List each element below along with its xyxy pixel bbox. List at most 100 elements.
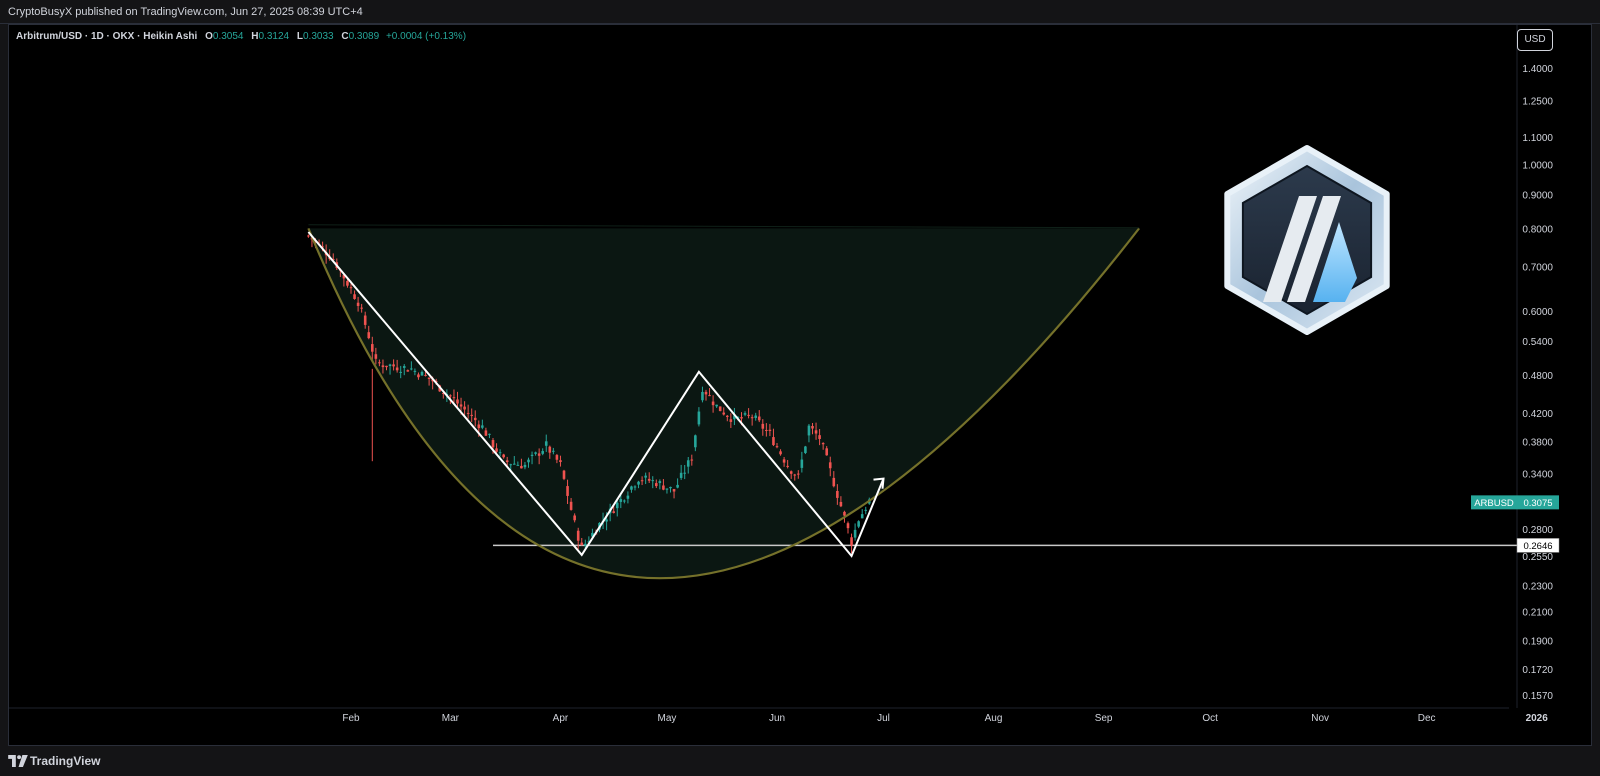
low-label: L [296,31,303,42]
price-tick-label: 0.3400 [1522,470,1553,481]
candle-body [782,459,786,463]
price-tick-label: 1.2500 [1522,96,1553,107]
high-label: H [251,31,259,42]
footer-bar: TradingView [0,746,1600,776]
candle-body [410,368,413,370]
price-tick-label: 0.5400 [1522,337,1553,348]
last-price-tag [1517,495,1559,510]
candle-body [807,425,811,436]
candle-body [509,464,513,466]
price-tick-label: 1.1000 [1522,133,1553,144]
candle-body [559,460,562,463]
candle-body [651,480,655,482]
candle-body [495,448,498,452]
time-tick-label: Sep [1095,713,1113,724]
candle-body [424,374,427,376]
candle-body [537,453,541,456]
candle-body [708,395,711,397]
candle-body [569,501,573,510]
candle-body [743,413,747,415]
candle-body [591,532,594,537]
candle-body [360,307,363,309]
candle-body [814,430,818,434]
candle-body [388,364,392,366]
price-tick-label: 0.9000 [1522,191,1553,202]
candle-body [342,274,346,279]
price-tick-label: 0.3800 [1522,438,1553,449]
candle-body [704,391,708,395]
candle-body [516,464,520,466]
candle-body [676,484,679,488]
candle-body [402,366,406,368]
time-tick-label: Mar [442,713,460,724]
time-tick-label: May [657,713,676,724]
high-value: 0.3124 [258,31,290,42]
price-tick-label: 0.1570 [1522,691,1553,702]
candle-body [800,459,804,468]
candle-body [573,515,576,521]
cup-curve [307,227,1140,580]
candle-body [626,495,630,499]
price-tick-label: 1.0000 [1522,160,1553,171]
candle-body [836,491,839,498]
candle-body [711,401,715,406]
candle-body [718,406,722,412]
candle-body [456,399,459,404]
candle-body [789,471,793,474]
candle-body [846,523,850,529]
tradingview-brand[interactable]: TradingView [30,754,101,768]
price-tick-label: 0.7000 [1522,263,1553,274]
candle-body [683,472,686,474]
candle-body [672,489,676,492]
candle-body [562,470,566,479]
time-tick-label: Feb [342,713,360,724]
candle-body [378,362,381,364]
candle-body [839,501,843,507]
price-tick-label: 0.4200 [1522,409,1553,420]
candle-body [630,486,633,490]
candle-body [637,481,640,485]
candle-body [488,433,491,435]
price-tick-label: 0.8000 [1522,224,1553,235]
candle-body [473,417,477,421]
candle-body [395,367,399,371]
candle-body [548,446,552,453]
symbol-title: Arbitrum/USD · 1D · OKX · Heikin Ashi [16,31,198,42]
candle-body [828,462,832,469]
candle-body [615,502,619,509]
price-tick-label: 0.6000 [1522,307,1553,318]
candle-body [420,371,424,376]
time-tick-label: Jun [769,713,785,724]
candle-body [346,280,349,286]
published-text: CryptoBusyX published on TradingView.com… [8,6,363,18]
candle-body [750,417,754,419]
candle-body [363,315,367,325]
time-axis: Feb Mar Apr May Jun Jul Aug Sep Oct Nov Dec 2026 [342,713,1548,724]
price-tick-label: 1.4000 [1522,64,1553,75]
candle-body [761,423,765,429]
time-tick-label: Jul [877,713,890,724]
candle-body [367,332,371,339]
time-tick-label: Apr [553,713,569,724]
chart-legend: Arbitrum/USD · 1D · OKX · Heikin Ashi O0… [16,31,466,42]
time-tick-label: Nov [1311,713,1329,724]
candle-body [552,450,555,452]
candle-body [406,370,410,372]
candle-body [857,521,860,527]
candle-body [566,486,569,496]
tradingview-logo-icon[interactable] [8,755,28,767]
price-chart[interactable]: 1.4000 1.2500 1.1000 1.0000 0.9000 0.8000 0.70… [9,25,1592,746]
time-tick-label: Aug [985,713,1003,724]
price-tick-label: 0.1720 [1522,665,1553,676]
candle-body [605,519,608,522]
chart-area[interactable]: 1.4000 1.2500 1.1000 1.0000 0.9000 0.8000 0.70… [8,24,1592,746]
candle-body [452,397,456,399]
price-axis: 1.4000 1.2500 1.1000 1.0000 0.9000 0.8000 0.70… [1471,64,1560,702]
candle-body [417,374,420,378]
candle-body [818,435,821,439]
candle-body [399,371,402,373]
candle-body [658,481,662,484]
candle-body [481,425,484,428]
currency-button[interactable]: USD [1517,29,1553,51]
candle-body [640,480,644,482]
